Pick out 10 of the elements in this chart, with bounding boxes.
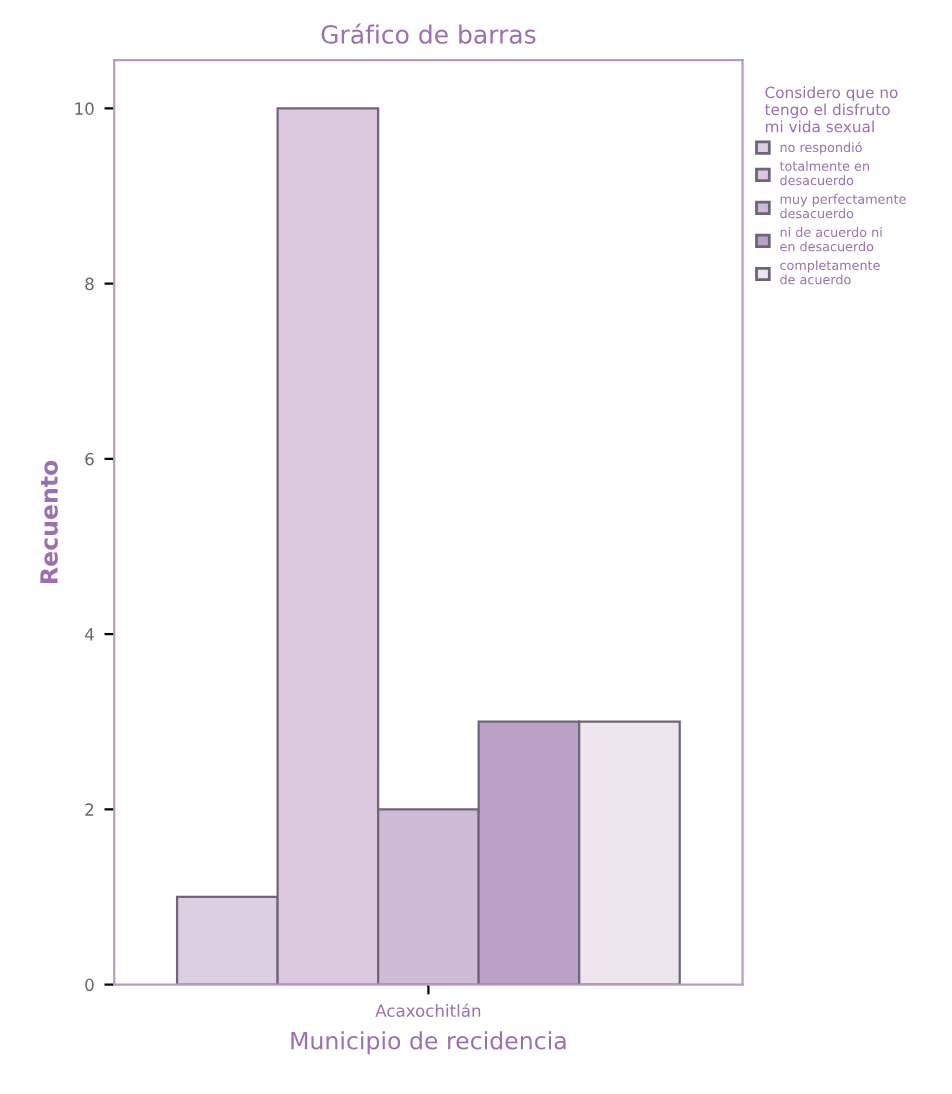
y-tick-label: 10 xyxy=(75,102,94,115)
y-tick-label: 6 xyxy=(85,452,94,466)
x-tick-label: Acaxochitlán xyxy=(375,1003,481,1017)
y-tick-label: 4 xyxy=(85,628,94,641)
x-axis-title: Municipio de recidencia xyxy=(291,1031,566,1055)
y-axis-title: Recuento xyxy=(40,460,58,583)
y-tick-label: 2 xyxy=(85,803,94,816)
chart-title: Gráfico de barras xyxy=(321,23,536,44)
y-tick-label: 8 xyxy=(85,277,94,291)
y-tick-label: 0 xyxy=(85,978,94,992)
